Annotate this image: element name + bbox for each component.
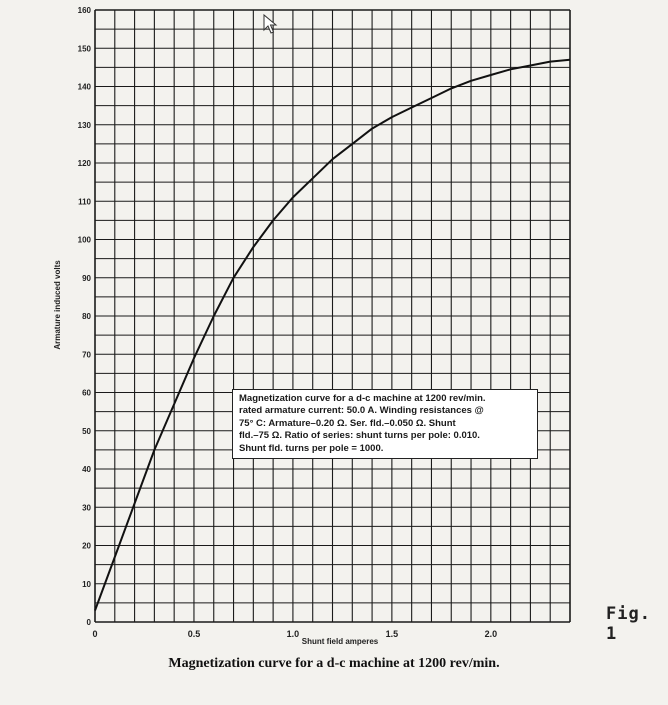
x-tick-label: 0 — [92, 629, 97, 639]
x-tick-label: 1.5 — [386, 629, 399, 639]
y-tick-label: 0 — [87, 618, 92, 627]
annotation-line-4: fld.–75 Ω. Ratio of series: shunt turns … — [239, 430, 480, 442]
y-tick-label: 130 — [78, 121, 92, 130]
mouse-cursor-icon — [263, 13, 278, 34]
y-tick-label: 100 — [78, 236, 92, 245]
annotation-line-1: Magnetization curve for a d-c machine at… — [239, 393, 486, 404]
annotation-line-3: 75° C: Armature–0.20 Ω. Ser. fld.–0.050 … — [239, 417, 456, 429]
y-tick-label: 40 — [82, 465, 91, 474]
magnetization-curve — [94, 58, 571, 611]
y-tick-label: 160 — [78, 6, 92, 15]
chart-annotation-box: Magnetization curve for a d-c machine at… — [232, 389, 538, 459]
y-tick-label: 140 — [78, 83, 92, 92]
x-tick-label: 2.0 — [485, 629, 498, 639]
y-tick-label: 10 — [82, 580, 91, 589]
y-tick-label: 50 — [82, 427, 91, 436]
y-tick-label: 110 — [78, 197, 91, 206]
y-axis-label: Armature induced volts — [53, 260, 62, 350]
x-axis-label: Shunt field amperes — [302, 637, 379, 646]
annotation-line-2: rated armature current: 50.0 A. Winding … — [239, 405, 484, 417]
y-tick-label: 60 — [82, 389, 91, 398]
y-tick-label: 90 — [82, 274, 91, 283]
tick-labels: 0 10 20 30 40 50 60 70 80 90 100 110 120 130 140 150 160… — [78, 6, 497, 639]
y-tick-label: 70 — [82, 350, 91, 359]
y-tick-label: 80 — [82, 312, 91, 321]
y-tick-label: 30 — [82, 503, 91, 512]
figure-caption: Magnetization curve for a d-c machine at… — [168, 656, 500, 671]
x-tick-label: 1.0 — [287, 629, 300, 639]
grid — [94, 9, 571, 623]
y-tick-label: 20 — [82, 542, 91, 551]
y-tick-label: 150 — [78, 44, 92, 53]
x-tick-label: 0.5 — [188, 629, 201, 639]
curve-layer — [94, 58, 571, 611]
annotation-line-5: Shunt fld. turns per pole = 1000. — [239, 442, 384, 454]
y-tick-label: 120 — [78, 159, 92, 168]
figure-label: Fig. 1 — [606, 604, 651, 644]
